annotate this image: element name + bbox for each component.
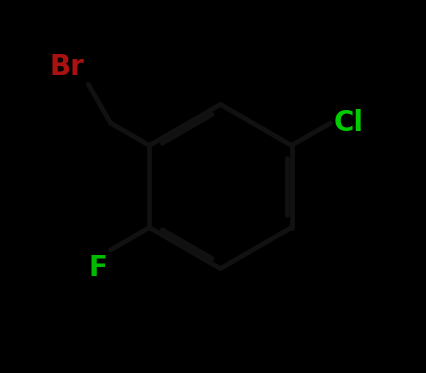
Text: F: F [88,254,107,282]
Text: Cl: Cl [334,109,364,137]
Text: Br: Br [50,53,84,81]
